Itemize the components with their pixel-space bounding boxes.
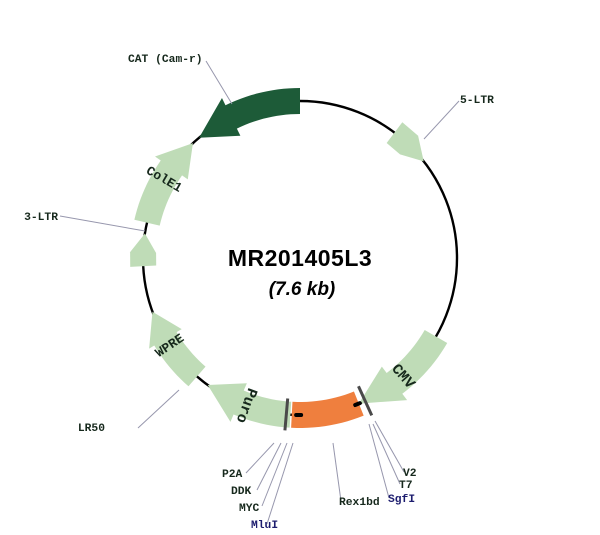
svg-text:MR201405L3: MR201405L3 xyxy=(228,245,372,271)
svg-text:T7: T7 xyxy=(399,480,413,492)
svg-text:LR50: LR50 xyxy=(78,423,105,435)
svg-text:MYC: MYC xyxy=(239,503,260,515)
svg-text:P2A: P2A xyxy=(222,469,243,481)
svg-text:5-LTR: 5-LTR xyxy=(460,95,494,107)
svg-text:(7.6 kb): (7.6 kb) xyxy=(269,279,336,300)
svg-text:Rex1bd: Rex1bd xyxy=(339,497,380,509)
svg-text:V2: V2 xyxy=(403,468,417,480)
svg-text:MluI: MluI xyxy=(251,520,278,532)
svg-text:SgfI: SgfI xyxy=(388,494,415,506)
svg-text:CAT (Cam-r): CAT (Cam-r) xyxy=(128,54,203,66)
svg-text:3-LTR: 3-LTR xyxy=(24,212,58,224)
svg-text:DDK: DDK xyxy=(231,486,252,498)
